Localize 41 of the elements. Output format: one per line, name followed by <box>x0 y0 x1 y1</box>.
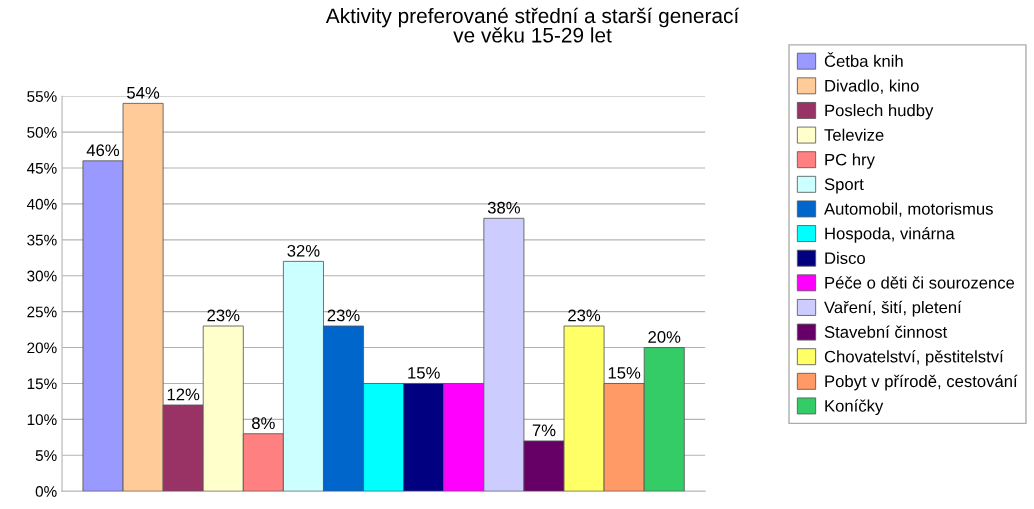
data-label: 8% <box>252 417 275 430</box>
chart-title: Aktivity preferované střední a starší generací ve věku 15-29 let <box>325 7 740 43</box>
data-label: 20% <box>648 331 681 343</box>
data-label: 32% <box>287 244 320 257</box>
legend-label: Sport <box>824 178 864 194</box>
y-tick-label: 20% <box>27 342 57 354</box>
data-label: 15% <box>408 367 440 379</box>
data-label: 15% <box>608 367 641 379</box>
legend-label: PC hry <box>825 153 875 169</box>
legend-label: Stavební činnost <box>824 325 948 338</box>
legend-label: Vaření, šití, pletení <box>824 300 962 317</box>
legend-label: Disco <box>825 251 865 265</box>
y-tick-label: 45% <box>26 162 57 174</box>
data-label: 12% <box>167 388 200 401</box>
y-tick-label: 40% <box>26 198 57 210</box>
y-tick-label: 5% <box>35 450 57 461</box>
y-tick-label: 35% <box>27 234 57 246</box>
data-label: 23% <box>568 309 601 322</box>
y-tick-label: 55% <box>27 91 57 102</box>
y-tick-label: 50% <box>27 126 57 138</box>
data-label: 54% <box>127 86 160 99</box>
legend-label: Četba knih <box>824 52 903 68</box>
legend-label: Divadlo, kino <box>825 79 919 94</box>
legend-label: Pobyt v přírodě, cestování <box>825 374 1018 391</box>
legend-label: Poslech hudby <box>825 104 934 120</box>
y-tick-label: 25% <box>27 306 57 318</box>
data-label: 7% <box>532 424 556 437</box>
legend-label: Hospoda, vinárna <box>825 226 955 243</box>
y-tick-label: 10% <box>27 414 57 426</box>
y-tick-label: 15% <box>27 378 57 390</box>
legend-label: Televize <box>824 128 884 141</box>
data-label: 46% <box>86 144 120 157</box>
legend-label: Péče o děti či sourozence <box>825 276 1015 289</box>
data-label: 23% <box>327 309 360 322</box>
legend-label: Koníčky <box>825 399 884 416</box>
legend-label: Automobil, motorismus <box>824 202 993 217</box>
y-tick-label: 30% <box>27 270 57 282</box>
legend-label: Chovatelství, pěstitelství <box>824 350 1004 366</box>
y-tick-label: 0% <box>35 486 57 497</box>
data-label: 38% <box>487 201 520 214</box>
data-label: 23% <box>207 309 240 322</box>
